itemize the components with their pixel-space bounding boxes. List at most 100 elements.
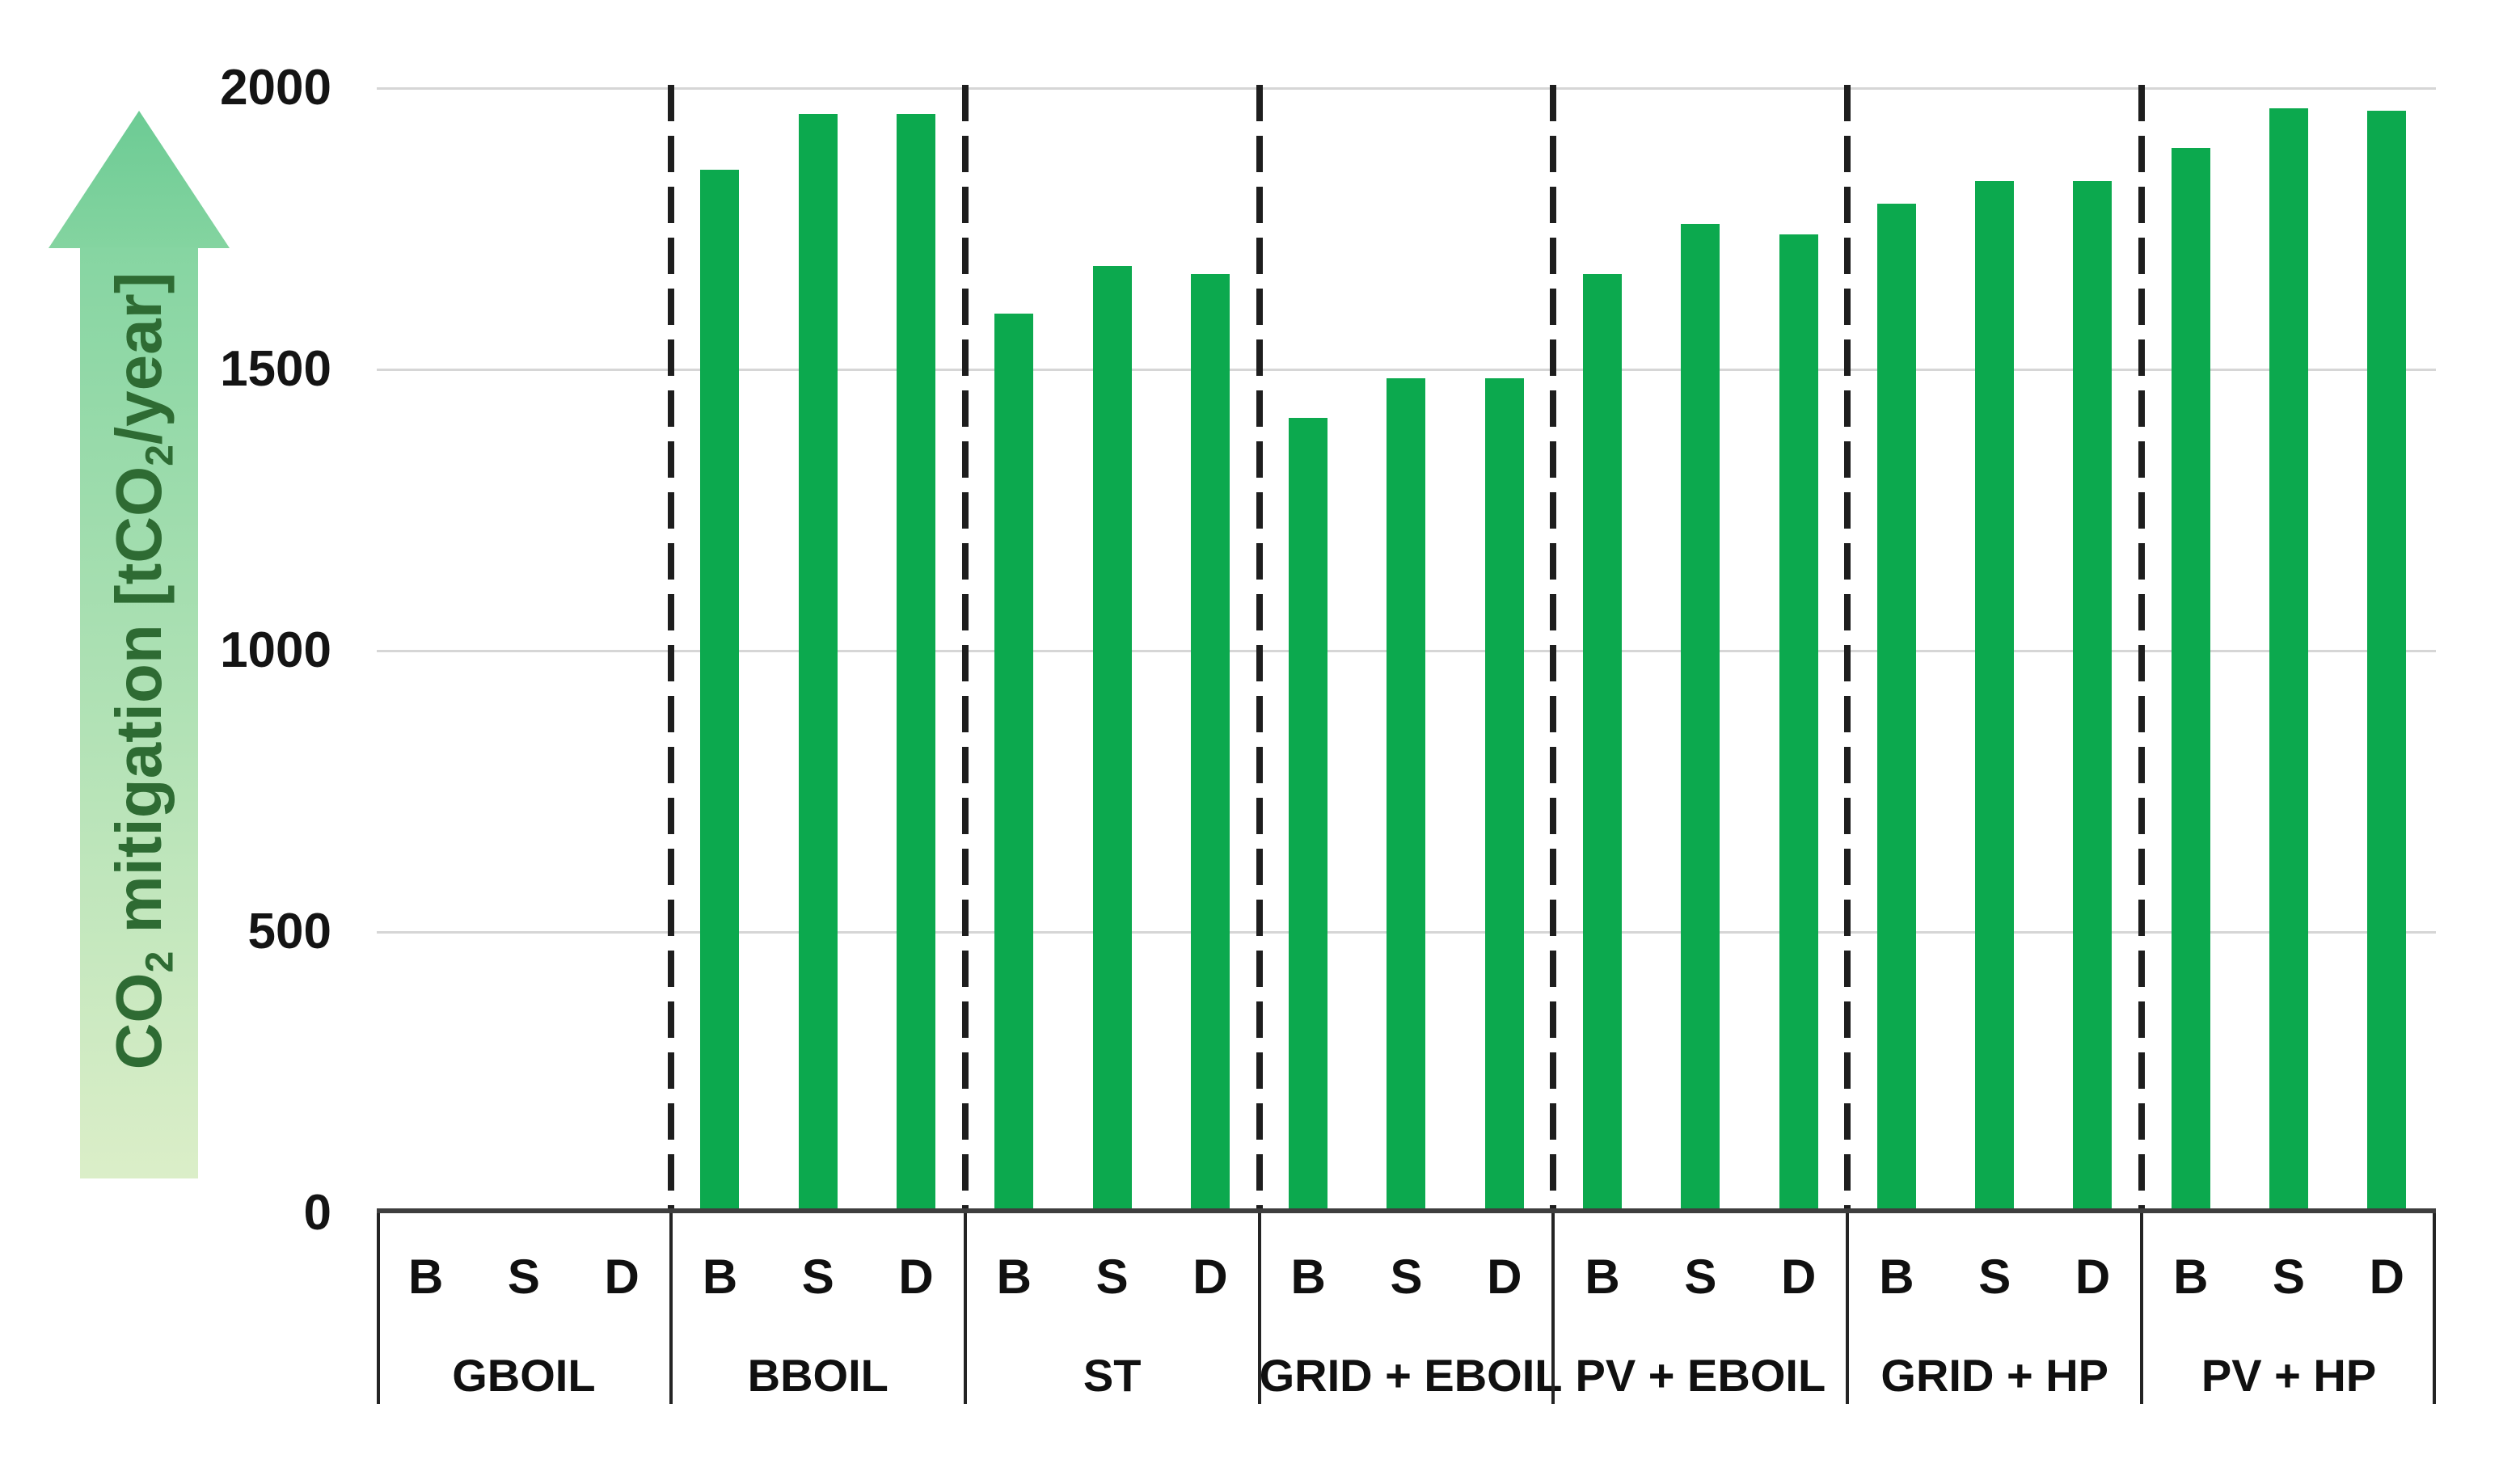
bar-slot <box>2142 81 2239 1211</box>
group-name-label: PV + EBOIL <box>1575 1350 1826 1401</box>
bar-group <box>377 81 671 1211</box>
bar <box>2367 111 2407 1211</box>
bar-slot <box>2338 81 2436 1211</box>
series-letter-label: D <box>1487 1250 1522 1304</box>
bar-group <box>671 81 965 1211</box>
group-name-label: PV + HP <box>2201 1350 2377 1401</box>
bar-slot <box>1455 81 1553 1211</box>
group-name-label: GBOIL <box>452 1350 596 1401</box>
series-letter-label: B <box>407 1250 444 1304</box>
bar <box>1975 181 2015 1211</box>
bar-slot <box>573 81 671 1211</box>
series-letter-label: S <box>801 1250 834 1304</box>
series-letter-label: D <box>1192 1250 1228 1304</box>
bar <box>2269 108 2309 1211</box>
bar <box>1289 418 1328 1211</box>
label-box-divider <box>2140 1210 2144 1404</box>
y-tick-label: 0 <box>303 1185 331 1241</box>
bar-group <box>965 81 1260 1211</box>
bar-slot <box>1946 81 2044 1211</box>
group-divider-dashed <box>2138 85 2146 1210</box>
bar-slot <box>1847 81 1945 1211</box>
series-letter-label: D <box>2075 1250 2111 1304</box>
bar-group <box>2142 81 2436 1211</box>
bar <box>1484 378 1524 1211</box>
arrow-body <box>80 247 198 1178</box>
y-tick-label: 500 <box>247 904 331 959</box>
y-tick-label: 1500 <box>220 341 331 397</box>
series-letter-label: D <box>2369 1250 2405 1304</box>
y-tick-label: 2000 <box>220 60 331 116</box>
bar <box>1387 378 1426 1211</box>
bar <box>1583 274 1623 1211</box>
bar <box>700 170 740 1211</box>
label-box-divider <box>1846 1210 1850 1404</box>
bar-slot <box>1063 81 1161 1211</box>
y-axis-title-text: mitigation [tCO <box>103 466 175 951</box>
bar <box>1681 224 1720 1211</box>
bar <box>798 114 838 1211</box>
bar-slot <box>2044 81 2142 1211</box>
group-divider-dashed <box>961 85 969 1210</box>
bar <box>1876 204 1916 1211</box>
group-name-label: BBOIL <box>747 1350 889 1401</box>
series-letter-label: S <box>1095 1250 1129 1304</box>
label-box-divider <box>669 1210 673 1404</box>
bar-group <box>1553 81 1847 1211</box>
bar-slot <box>1652 81 1750 1211</box>
bar-slot <box>867 81 964 1211</box>
bar <box>1779 234 1818 1211</box>
series-letter-label: B <box>1585 1250 1620 1304</box>
series-letter-label: B <box>1879 1250 1914 1304</box>
bar-slot <box>1750 81 1847 1211</box>
bar-slot <box>1357 81 1455 1211</box>
bar-group <box>1847 81 2142 1211</box>
series-letter-label: D <box>604 1250 639 1304</box>
bar <box>2073 181 2113 1211</box>
series-letter-label: S <box>507 1250 540 1304</box>
group-divider-dashed <box>1256 85 1263 1210</box>
x-axis-baseline <box>377 1208 2436 1213</box>
group-name-label: GRID + HP <box>1880 1350 2109 1401</box>
bar-slot <box>1260 81 1357 1211</box>
gridline <box>377 86 2436 90</box>
series-letter-label: S <box>1978 1250 2011 1304</box>
group-divider-dashed <box>1844 85 1851 1210</box>
bar <box>1092 266 1132 1211</box>
label-box-divider <box>1257 1210 1261 1404</box>
bar-slot <box>475 81 572 1211</box>
label-box-divider <box>963 1210 967 1404</box>
bar-slot <box>671 81 769 1211</box>
bar-slot <box>2239 81 2337 1211</box>
label-box-divider <box>2433 1210 2436 1404</box>
bar <box>994 314 1034 1211</box>
group-divider-dashed <box>667 85 674 1210</box>
group-divider-dashed <box>1550 85 1557 1210</box>
bar-slot <box>1553 81 1651 1211</box>
y-tick-label: 1000 <box>220 622 331 678</box>
bar-slot <box>377 81 475 1211</box>
group-name-label: GRID + EBOIL <box>1259 1350 1563 1401</box>
subscript-2: 2 <box>138 445 182 466</box>
series-letter-label: B <box>1290 1250 1326 1304</box>
series-letter-label: D <box>1780 1250 1817 1304</box>
label-box-divider <box>1551 1210 1555 1404</box>
series-letter-label: D <box>898 1250 934 1304</box>
gridline <box>377 368 2436 371</box>
y-axis-title-text: CO <box>103 972 175 1070</box>
series-letter-label: S <box>1390 1250 1423 1304</box>
bar-slot <box>1161 81 1259 1211</box>
bar-group <box>1260 81 1554 1211</box>
series-letter-label: B <box>702 1250 738 1304</box>
series-letter-label: S <box>1684 1250 1717 1304</box>
series-letter-label: B <box>2173 1250 2209 1304</box>
bar <box>1190 274 1230 1211</box>
series-letter-label: B <box>996 1250 1032 1304</box>
series-letter-label: S <box>2273 1250 2306 1304</box>
